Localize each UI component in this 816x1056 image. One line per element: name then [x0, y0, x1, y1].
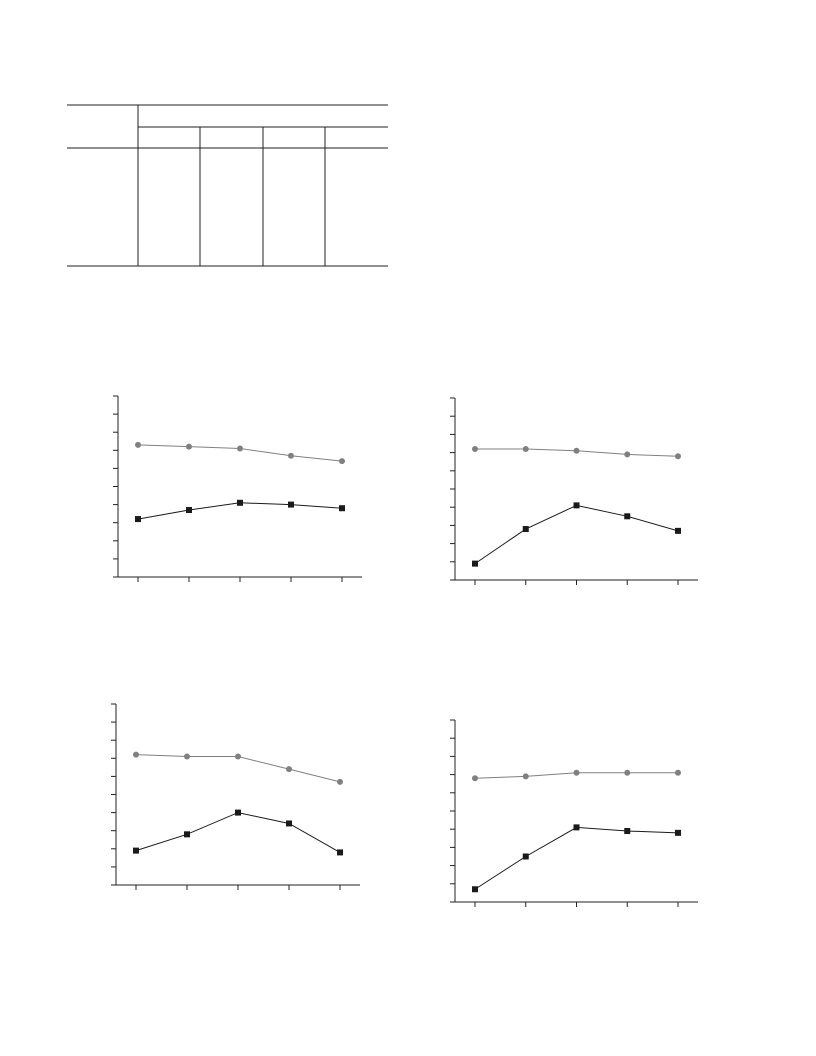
marker — [235, 753, 241, 760]
table — [67, 104, 388, 267]
marker — [624, 513, 631, 520]
marker — [339, 458, 345, 465]
marker — [675, 829, 681, 836]
marker — [573, 447, 580, 454]
marker — [472, 886, 478, 893]
series-line — [474, 826, 679, 890]
marker — [573, 824, 580, 831]
marker — [472, 775, 478, 782]
marker — [133, 847, 139, 854]
marker — [624, 451, 631, 458]
chart — [113, 395, 362, 582]
series-line — [474, 504, 679, 565]
marker — [624, 769, 631, 776]
marker — [522, 773, 529, 780]
marker — [339, 505, 345, 512]
marker — [235, 809, 241, 816]
marker — [186, 443, 192, 450]
marker — [472, 560, 478, 567]
marker — [184, 753, 190, 760]
marker — [675, 527, 681, 534]
marker — [286, 766, 292, 773]
series-line — [135, 812, 341, 853]
marker — [675, 453, 681, 460]
marker — [522, 853, 529, 860]
marker — [675, 769, 681, 776]
marker — [237, 445, 243, 452]
marker — [288, 452, 294, 459]
chart — [450, 719, 698, 907]
marker — [573, 502, 580, 509]
marker — [337, 778, 343, 785]
marker — [624, 828, 631, 835]
marker — [135, 516, 141, 523]
chart — [450, 397, 698, 585]
marker — [186, 507, 192, 514]
marker — [337, 849, 343, 856]
marker — [573, 769, 580, 776]
chart — [111, 703, 360, 890]
marker — [286, 820, 292, 827]
marker — [522, 526, 529, 533]
marker — [135, 441, 141, 448]
marker — [184, 831, 190, 838]
marker — [288, 501, 294, 508]
marker — [522, 445, 529, 452]
marker — [472, 445, 478, 452]
marker — [237, 499, 243, 506]
marker — [133, 751, 139, 758]
